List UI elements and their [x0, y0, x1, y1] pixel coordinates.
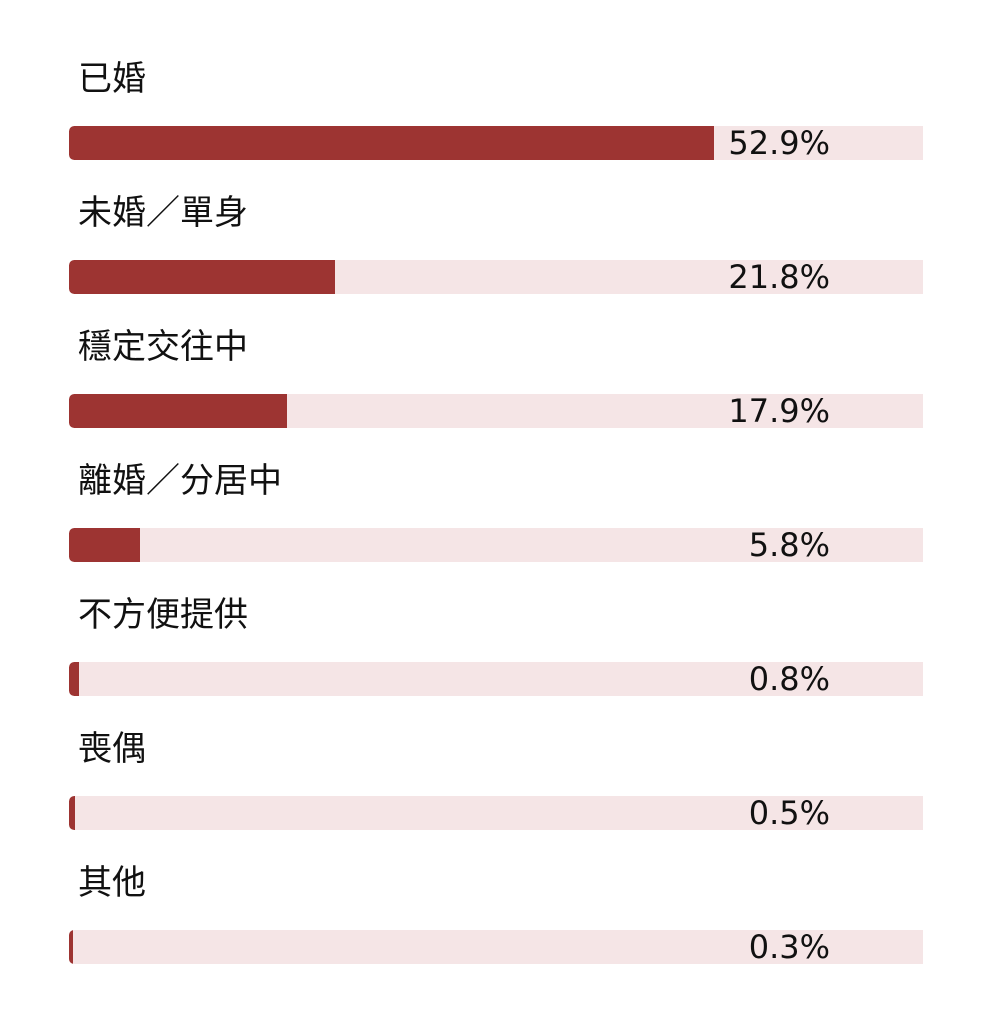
bar-fill: [69, 528, 140, 562]
category-label: 離婚／分居中: [78, 461, 282, 501]
bar-track: [69, 796, 923, 830]
category-label: 穩定交往中: [78, 327, 248, 367]
category-label: 喪偶: [78, 729, 146, 769]
value-label: 0.5%: [748, 794, 830, 832]
value-label: 52.9%: [728, 124, 830, 162]
bar-fill: [69, 126, 714, 160]
value-label: 17.9%: [728, 392, 830, 430]
bar-row: 已婚 52.9%: [0, 54, 990, 188]
category-label: 未婚／單身: [78, 193, 248, 233]
value-label: 0.3%: [748, 928, 830, 966]
value-label: 21.8%: [728, 258, 830, 296]
bar-fill: [69, 662, 79, 696]
bar-track: [69, 528, 923, 562]
bar-track: [69, 394, 923, 428]
category-label: 已婚: [78, 59, 146, 99]
bar-row: 其他 0.3%: [0, 858, 990, 992]
value-label: 5.8%: [748, 526, 830, 564]
bar-fill: [69, 796, 75, 830]
bar-row: 喪偶 0.5%: [0, 724, 990, 858]
category-label: 不方便提供: [78, 595, 248, 635]
category-label: 其他: [78, 863, 146, 903]
bar-row: 未婚／單身 21.8%: [0, 188, 990, 322]
bar-fill: [69, 394, 287, 428]
bar-row: 穩定交往中 17.9%: [0, 322, 990, 456]
bar-fill: [69, 930, 73, 964]
value-label: 0.8%: [748, 660, 830, 698]
bar-row: 不方便提供 0.8%: [0, 590, 990, 724]
bar-track: [69, 930, 923, 964]
bar-fill: [69, 260, 335, 294]
bar-row: 離婚／分居中 5.8%: [0, 456, 990, 590]
bar-track: [69, 260, 923, 294]
bar-track: [69, 126, 923, 160]
bar-track: [69, 662, 923, 696]
